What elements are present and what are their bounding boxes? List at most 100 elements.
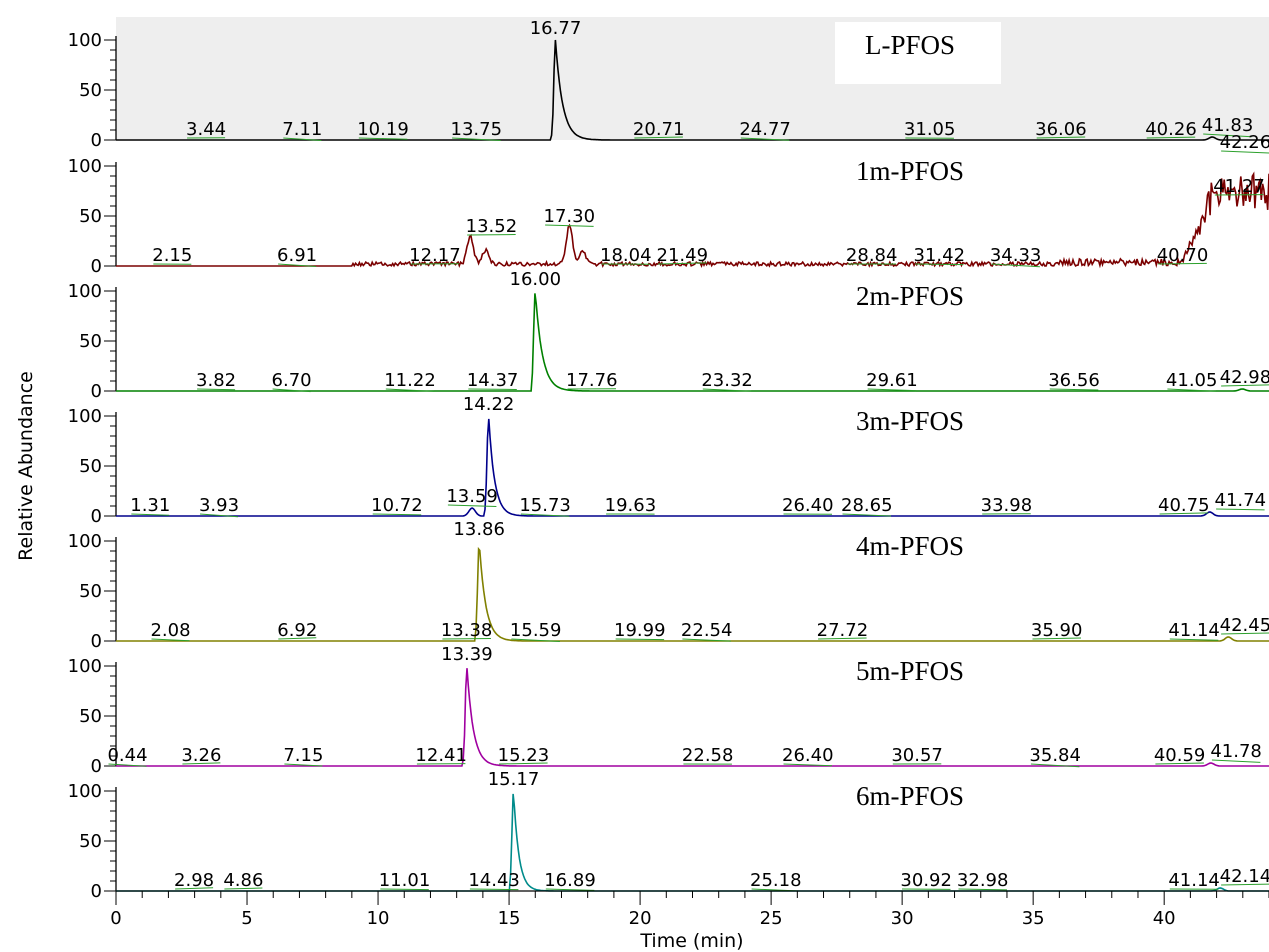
peak-label: 17.30 xyxy=(544,206,596,227)
peak-label: 33.98 xyxy=(981,495,1033,516)
label-leader xyxy=(682,638,731,642)
peak-label: 27.72 xyxy=(817,620,869,641)
peak-label: 16.77 xyxy=(530,18,582,39)
label-leader xyxy=(783,763,833,767)
peak-label: 13.38 xyxy=(441,620,493,641)
peak-label: 15.59 xyxy=(510,620,562,641)
x-tick-label: 35 xyxy=(1022,908,1045,929)
panel-name: L-PFOS xyxy=(865,30,955,60)
label-leader xyxy=(545,888,595,891)
label-leader xyxy=(358,137,408,140)
y-tick-label: 100 xyxy=(68,281,102,302)
label-leader xyxy=(468,388,517,390)
y-tick-label: 100 xyxy=(68,30,102,51)
peak-label: 35.90 xyxy=(1031,620,1083,641)
peak-label: 34.33 xyxy=(990,245,1042,266)
y-tick-label: 100 xyxy=(68,406,102,427)
panel-background xyxy=(116,17,1269,140)
label-leader xyxy=(1216,508,1265,511)
y-tick-label: 50 xyxy=(79,331,102,352)
label-leader xyxy=(447,504,497,507)
panel-2m-pfos: 0 50 100 3.82 6.70 11.22 14.37 16.00 17.76 23.32 2… xyxy=(68,269,1269,402)
label-leader xyxy=(284,763,323,767)
label-leader xyxy=(658,262,707,265)
peak-label: 17.76 xyxy=(566,370,618,391)
peak-label: 2.98 xyxy=(174,870,214,891)
peak-label: 11.22 xyxy=(384,370,436,391)
label-leader xyxy=(278,263,317,267)
peak-label: 24.77 xyxy=(739,119,791,140)
panel-3m-pfos: 0 50 100 1.31 3.93 10.72 13.59 14.22 15.73 19.63 2… xyxy=(68,394,1269,527)
x-tick-label: 20 xyxy=(629,908,652,929)
peak-label: 41.74 xyxy=(1215,490,1267,511)
panel-name: 1m-PFOS xyxy=(856,156,964,186)
peak-label: 15.23 xyxy=(498,745,550,766)
x-tick-label: 5 xyxy=(241,908,252,929)
label-leader xyxy=(1049,388,1099,391)
label-leader xyxy=(1032,637,1082,640)
peak-label: 41.14 xyxy=(1168,870,1220,891)
peak-label: 14.37 xyxy=(467,370,519,391)
peak-label: 3.93 xyxy=(199,495,239,516)
y-tick-label: 100 xyxy=(68,781,102,802)
label-leader xyxy=(1221,883,1269,886)
label-leader xyxy=(1159,512,1209,515)
label-leader xyxy=(702,388,752,392)
label-leader xyxy=(1211,759,1261,763)
peak-label: 7.11 xyxy=(282,119,322,140)
label-leader xyxy=(615,638,665,641)
peak-label: 14.43 xyxy=(468,870,520,891)
y-tick-label: 50 xyxy=(79,456,102,477)
x-axis: 0 5 10 15 20 25 30 35 40 xyxy=(110,890,1269,929)
peak-label: 7.15 xyxy=(283,745,323,766)
label-leader xyxy=(380,888,429,891)
label-leader xyxy=(1221,150,1269,154)
peak-label: 15.17 xyxy=(488,769,540,790)
label-leader xyxy=(499,762,548,765)
peak-label: 41.27 xyxy=(1213,176,1265,197)
peak-label: 13.52 xyxy=(466,216,518,237)
peak-label: 3.26 xyxy=(181,745,221,766)
label-leader xyxy=(1146,136,1196,139)
peak-label: 12.17 xyxy=(409,245,461,266)
y-tick-label: 0 xyxy=(91,631,102,652)
label-leader xyxy=(1155,762,1204,765)
peak-label: 30.92 xyxy=(900,870,952,891)
peak-label: 22.54 xyxy=(681,620,733,641)
peak-label: 6.70 xyxy=(272,370,312,391)
x-tick-label: 15 xyxy=(498,908,521,929)
peak-label: 6.92 xyxy=(277,620,317,641)
peak-label: 3.82 xyxy=(196,370,236,391)
label-leader xyxy=(1036,136,1086,139)
label-leader xyxy=(469,888,519,891)
peak-label: 30.57 xyxy=(891,745,943,766)
peak-label: 18.04 xyxy=(600,245,652,266)
trace-line xyxy=(116,418,1269,517)
peak-label: 41.78 xyxy=(1210,741,1262,762)
peak-label: 13.86 xyxy=(453,519,505,540)
peak-label: 20.71 xyxy=(633,119,685,140)
label-leader xyxy=(467,234,516,236)
label-leader xyxy=(108,763,147,767)
label-leader xyxy=(452,137,501,141)
peak-label: 15.73 xyxy=(519,495,571,516)
y-tick-label: 50 xyxy=(79,80,102,101)
label-leader xyxy=(1169,638,1219,641)
peak-label: 16.00 xyxy=(510,269,562,290)
label-leader xyxy=(520,513,570,517)
panel-name: 5m-PFOS xyxy=(856,656,964,686)
panel-name: 6m-PFOS xyxy=(856,781,964,811)
peak-label: 4.86 xyxy=(223,870,263,891)
trace-line xyxy=(116,793,1269,892)
panel-name: 4m-PFOS xyxy=(856,531,964,561)
peak-label: 32.98 xyxy=(957,870,1009,891)
peak-label: 29.61 xyxy=(866,370,918,391)
label-leader xyxy=(1158,262,1207,265)
peak-label: 26.40 xyxy=(782,745,834,766)
panel-l-pfos: 0 50 100 3.44 7.11 10.19 13.75 16.77 20.71 24.77 3… xyxy=(68,17,1269,151)
peak-label: 25.18 xyxy=(750,870,802,891)
panel-6m-pfos: 0 50 100 2.98 4.86 11.01 14.43 15.17 16.89 25.18 3… xyxy=(68,769,1269,902)
peak-label: 12.41 xyxy=(415,745,467,766)
